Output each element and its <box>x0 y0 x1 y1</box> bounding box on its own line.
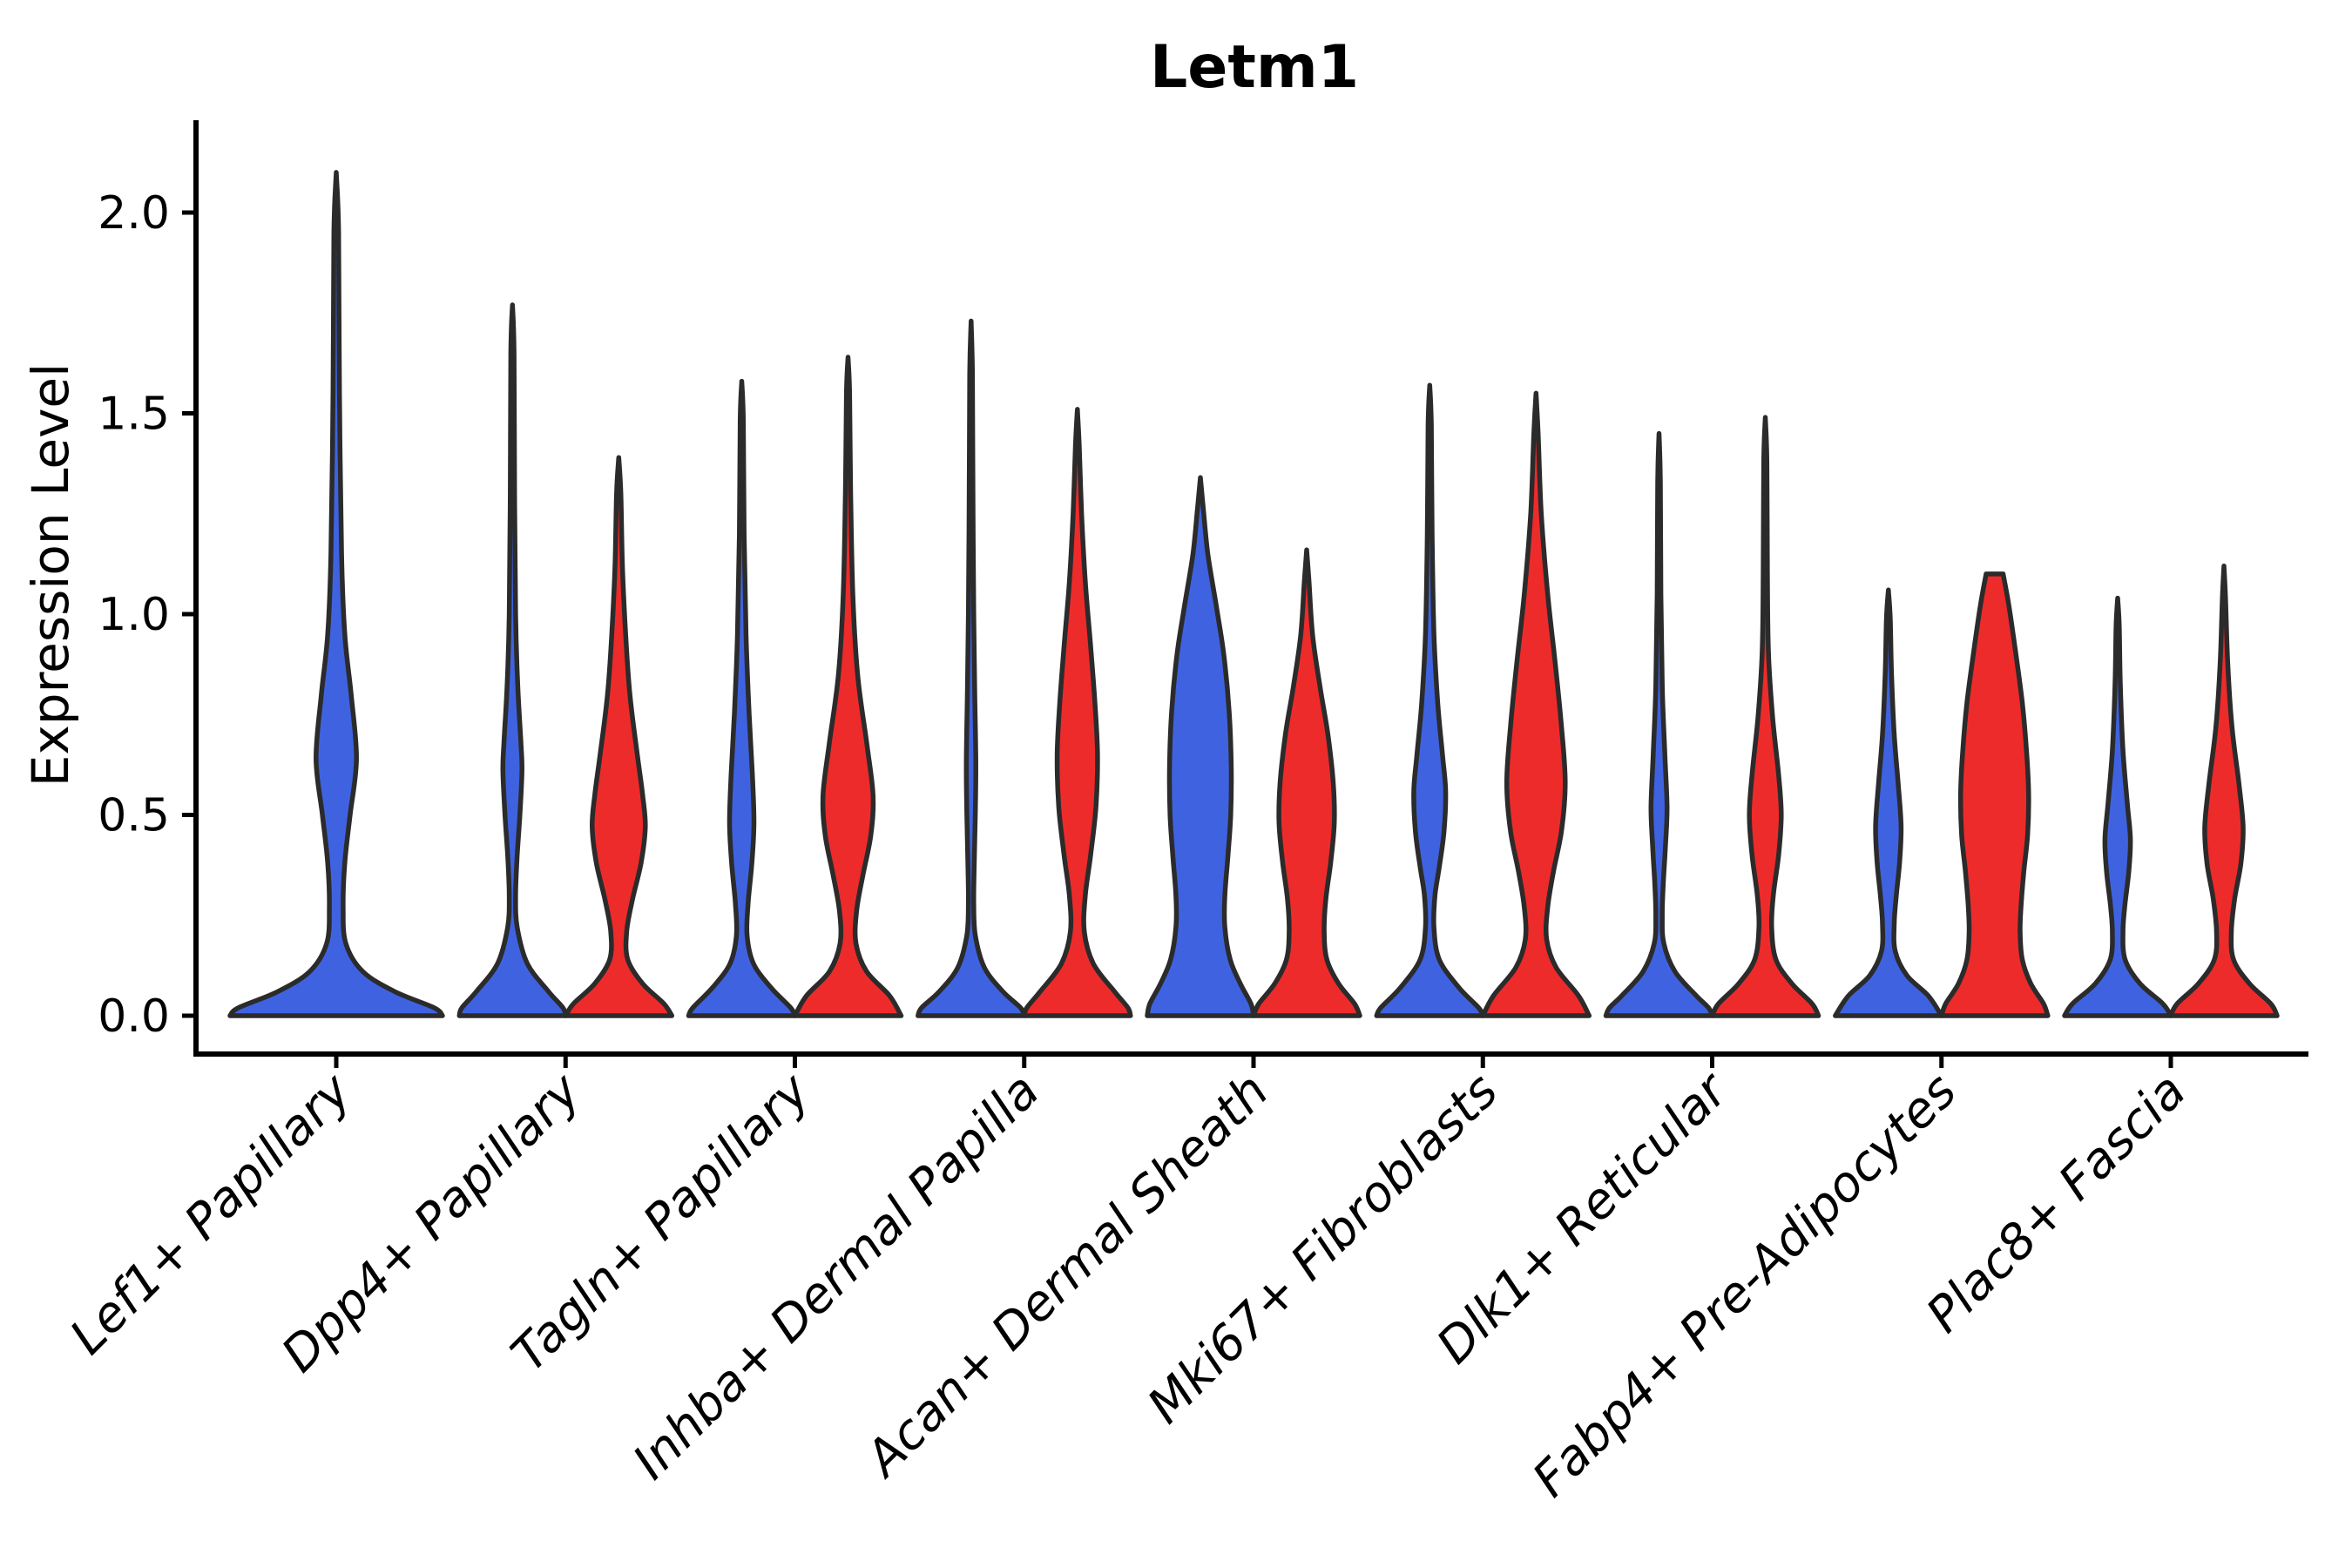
violins-layer <box>227 170 2280 1018</box>
violin-red-3 <box>1022 407 1133 1018</box>
violin-blue-5 <box>1374 382 1486 1018</box>
y-axis-label: Expression Level <box>21 363 80 787</box>
violin-red-6 <box>1709 415 1821 1018</box>
axes-layer <box>182 120 2308 1068</box>
chart-title: Letm1 <box>1150 33 1359 102</box>
y-tick-label: 2.0 <box>98 187 170 240</box>
x-category-label-3: Inhba+ Dermal Papilla <box>623 1063 1051 1490</box>
violin-blue-4 <box>1145 475 1256 1018</box>
x-category-label-4: Acan+ Dermal Sheath <box>854 1063 1280 1489</box>
violin-blue-6 <box>1603 430 1715 1018</box>
y-tick-label: 1.5 <box>98 389 170 441</box>
violin-blue-3 <box>916 318 1027 1018</box>
violin-red-1 <box>563 455 675 1018</box>
violin-red-5 <box>1480 390 1592 1018</box>
violin-blue-2 <box>686 378 798 1018</box>
violin-red-8 <box>2168 563 2280 1018</box>
axis-spines <box>193 120 2308 1057</box>
y-tick-labels: 0.0 0.5 1.0 1.5 2.0 <box>98 187 170 1043</box>
y-tick-label: 0.0 <box>98 990 170 1043</box>
violin-blue-1 <box>456 302 569 1018</box>
violin-red-2 <box>792 355 904 1018</box>
y-tick-label: 1.0 <box>98 589 170 641</box>
violin-blue-8 <box>2062 595 2173 1018</box>
violin-red-7 <box>1939 571 2051 1018</box>
violin-blue-0 <box>227 170 445 1018</box>
x-category-label-7: Fabp4+ Pre-Adipocytes <box>1522 1063 1967 1508</box>
violin-blue-7 <box>1833 587 1944 1018</box>
violin-red-4 <box>1251 547 1362 1018</box>
y-tick-label: 0.5 <box>98 790 170 842</box>
